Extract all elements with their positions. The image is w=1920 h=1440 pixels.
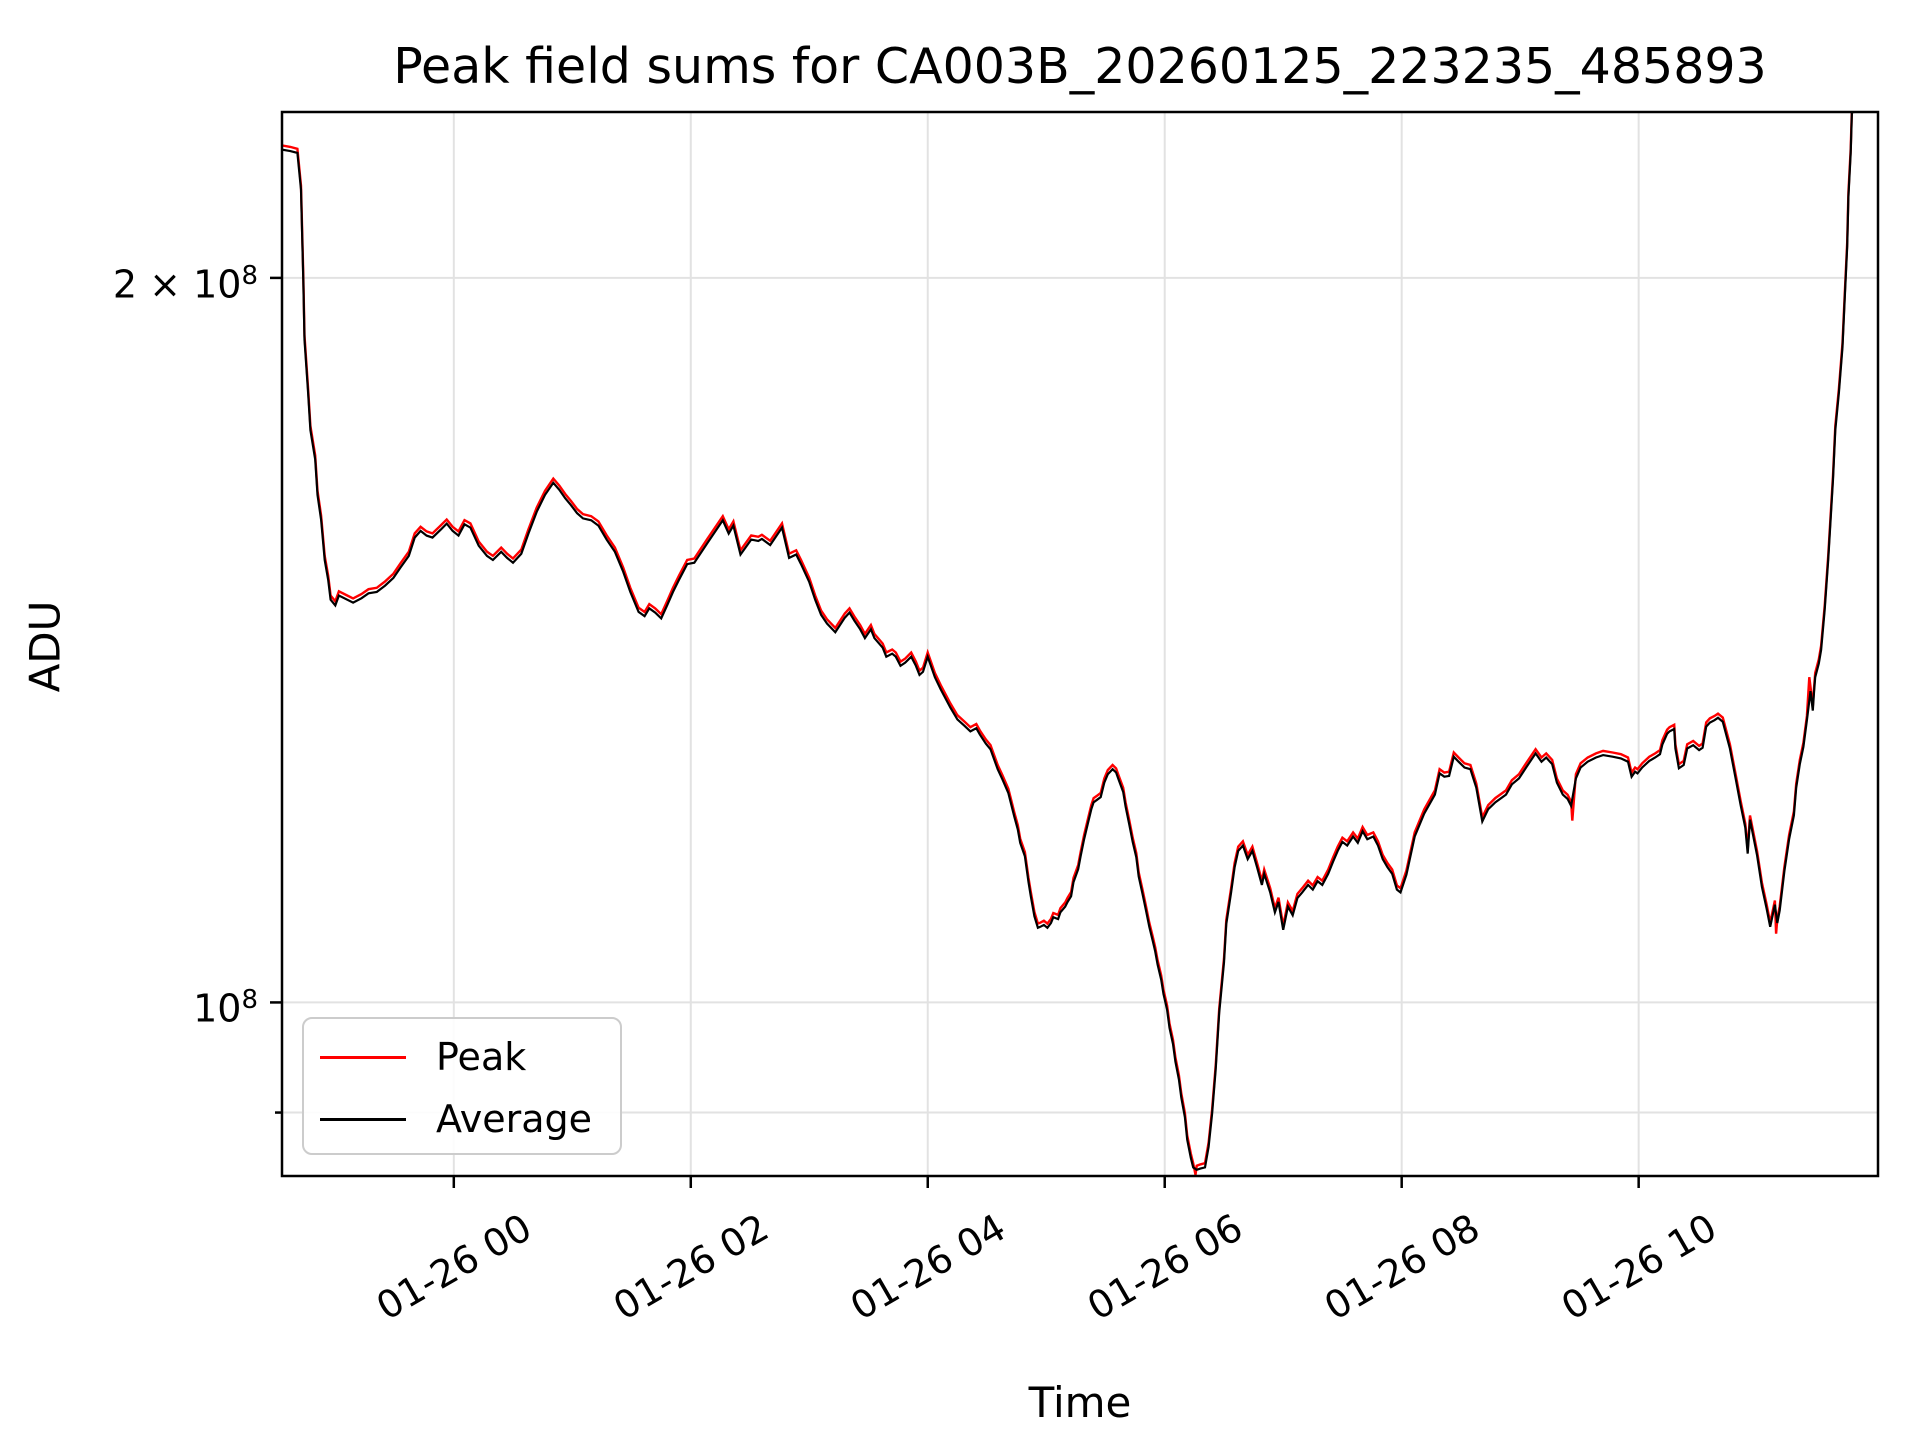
average-line-sample [320,1117,406,1121]
legend-row-average: Average [304,1088,620,1150]
peak-line-sample [320,1055,406,1059]
average-series-line [282,112,1857,1172]
legend-label-peak: Peak [436,1035,527,1079]
legend-row-peak: Peak [304,1026,620,1088]
y-tick-label: 108 [193,985,258,1032]
peak-series-line [282,112,1853,1176]
series-lines [282,112,1857,1176]
gridlines [282,112,1878,1176]
legend: Peak Average [302,1017,622,1155]
x-axis-label: Time [1028,1378,1132,1427]
y-axis-label: ADU [20,600,70,693]
legend-label-average: Average [436,1097,593,1141]
chart-title: Peak field sums for CA003B_20260125_2232… [393,38,1767,95]
tick-marks [270,276,1640,1188]
plot-frame [280,110,1880,1178]
y-tick-label: 2 × 108 [112,260,258,307]
